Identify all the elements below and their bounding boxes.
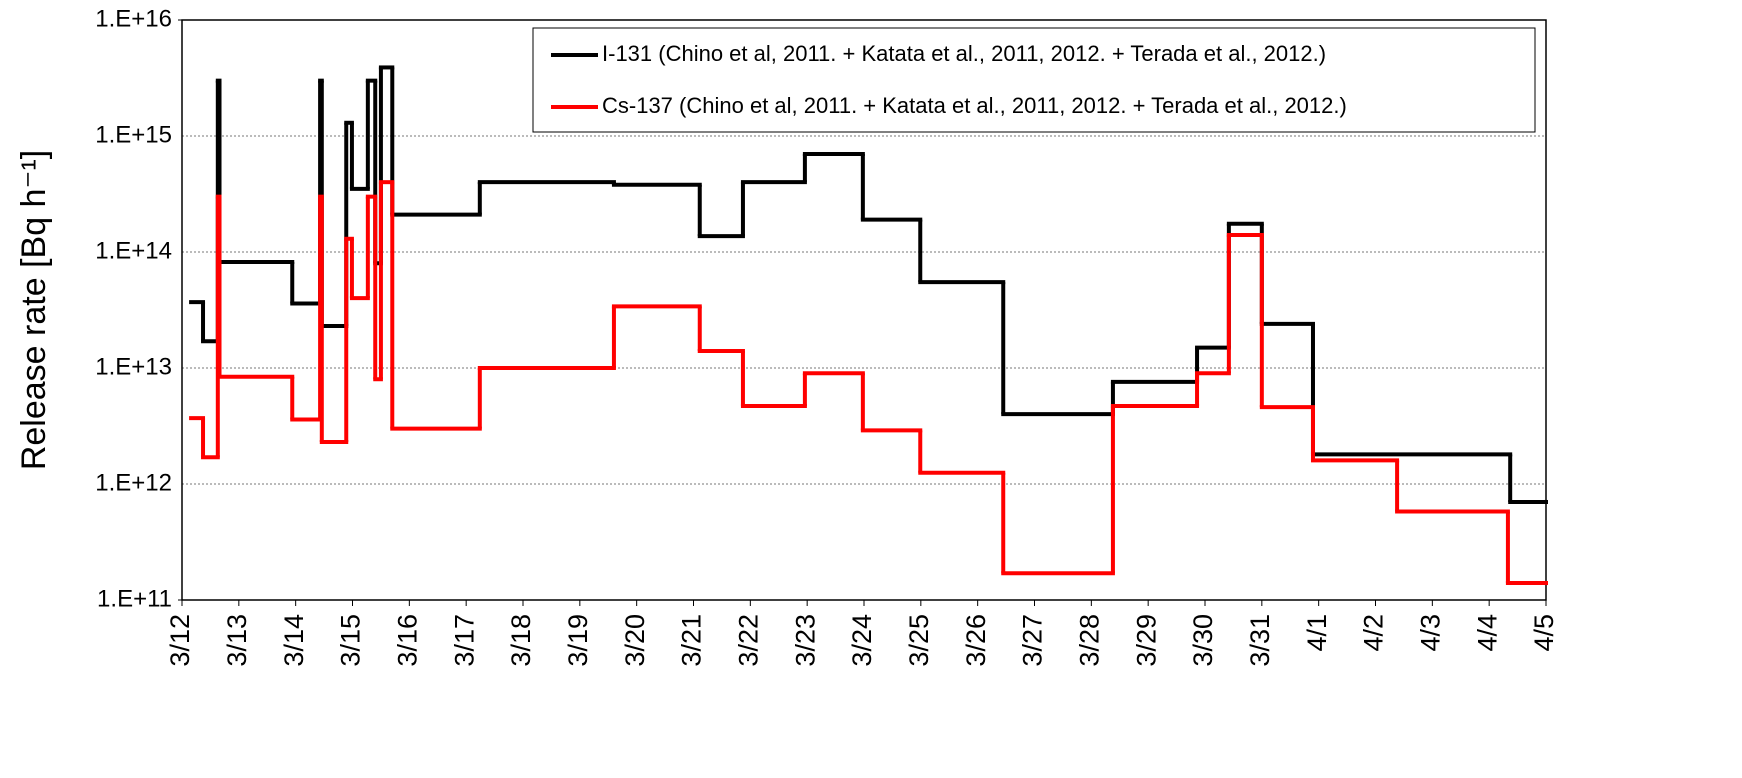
x-tick-label: 4/1: [1302, 614, 1332, 652]
x-tick-label: 3/23: [790, 614, 820, 667]
x-tick-label: 3/13: [222, 614, 252, 667]
legend-box: [532, 27, 1536, 133]
x-tick-label: 3/25: [904, 614, 934, 667]
x-tick-label: 3/30: [1188, 614, 1218, 667]
y-axis-label: Release rate [Bq h⁻¹]: [15, 150, 53, 470]
x-tick-label: 3/17: [449, 614, 479, 667]
x-tick-label: 3/28: [1074, 614, 1104, 667]
x-tick-label: 3/15: [336, 614, 366, 667]
x-tick-label: 3/29: [1131, 614, 1161, 667]
x-tick-label: 3/12: [165, 614, 195, 667]
x-tick-label: 3/14: [279, 614, 309, 667]
x-tick-label: 3/19: [563, 614, 593, 667]
x-tick-label: 3/31: [1245, 614, 1275, 667]
x-tick-label: 3/22: [733, 614, 763, 667]
x-tick-label: 4/4: [1472, 614, 1502, 652]
x-tick-label: 3/20: [620, 614, 650, 667]
series: [189, 180, 1548, 586]
y-tick-label: 1.E+16: [95, 5, 172, 32]
x-tick-label: 3/16: [392, 614, 422, 667]
y-tick-label: 1.E+11: [97, 585, 172, 612]
x-tick-label: 4/2: [1359, 614, 1389, 652]
legend-label: Cs-137 (Chino et al, 2011. + Katata et a…: [602, 93, 1347, 118]
x-tick-label: 3/26: [961, 614, 991, 667]
x-tick-label: 3/27: [1018, 614, 1048, 667]
y-tick-label: 1.E+14: [95, 237, 172, 264]
legend-label: I-131 (Chino et al, 2011. + Katata et al…: [602, 41, 1326, 66]
y-tick-label: 1.E+12: [95, 469, 172, 496]
x-tick-label: 3/21: [677, 614, 707, 667]
x-tick-label: 4/5: [1529, 614, 1559, 652]
x-tick-label: 3/18: [506, 614, 536, 667]
plot-frame: [181, 19, 1547, 601]
x-tick-label: 4/3: [1415, 614, 1445, 652]
series: [189, 65, 1548, 504]
y-tick-label: 1.E+15: [95, 121, 172, 148]
x-tick-label: 3/24: [847, 614, 877, 667]
y-tick-label: 1.E+13: [95, 353, 172, 380]
